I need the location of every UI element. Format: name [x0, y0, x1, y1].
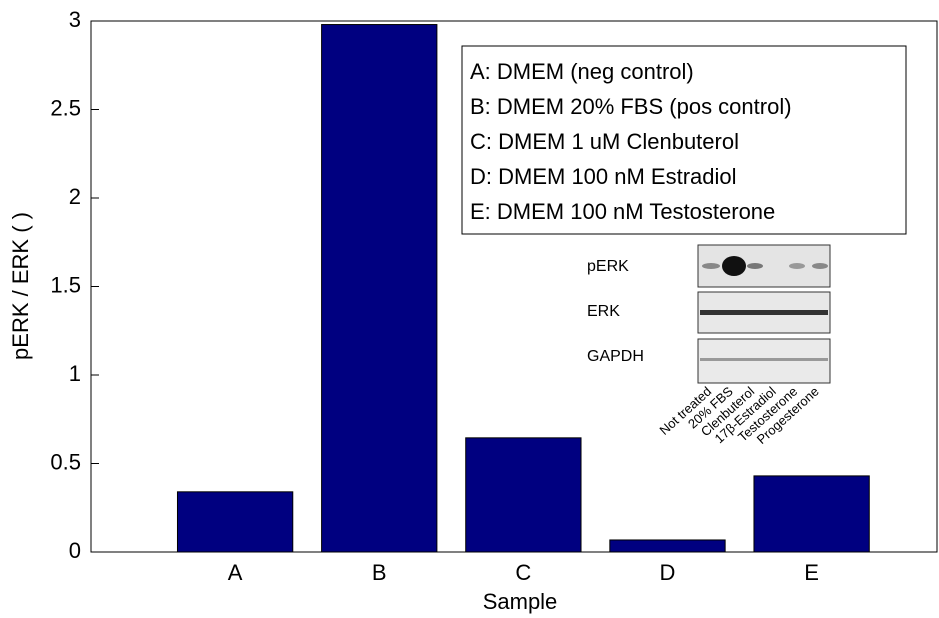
blot-band — [789, 263, 805, 269]
blot-band — [812, 263, 828, 269]
blot-band — [702, 263, 720, 269]
y-axis-label: pERK / ERK ( ) — [8, 212, 33, 360]
legend-entry: E: DMEM 100 nM Testosterone — [470, 199, 775, 224]
y-tick-label: 0 — [69, 538, 81, 563]
x-axis-label: Sample — [483, 589, 558, 614]
bar — [610, 540, 725, 552]
y-tick-label: 1.5 — [50, 272, 81, 297]
chart: Sample pERK / ERK ( ) 0 0.5 1 1.5 2 2.5 3 A B C D E… — [0, 0, 939, 618]
y-tick-label: 3 — [69, 7, 81, 32]
bar — [322, 25, 437, 552]
legend-entry: A: DMEM (neg control) — [470, 59, 694, 84]
y-tick-label: 1 — [69, 361, 81, 386]
y-tick-label: 0.5 — [50, 449, 81, 474]
legend-entry: C: DMEM 1 uM Clenbuterol — [470, 129, 739, 154]
legend-entry: D: DMEM 100 nM Estradiol — [470, 164, 737, 189]
x-tick-label: E — [804, 560, 819, 585]
blot-band — [747, 263, 763, 269]
bar — [177, 492, 292, 552]
bar — [754, 476, 869, 552]
blot-band — [700, 310, 828, 315]
blot-inset — [698, 245, 830, 383]
bar — [466, 438, 581, 552]
blot-band — [722, 256, 746, 276]
blot-row-label: pERK — [587, 258, 629, 275]
y-tick-label: 2.5 — [50, 95, 81, 120]
blot-band — [700, 358, 828, 361]
blot-row-label: GAPDH — [587, 348, 644, 365]
x-tick-label: D — [660, 560, 676, 585]
legend-entry: B: DMEM 20% FBS (pos control) — [470, 94, 792, 119]
y-tick-label: 2 — [69, 184, 81, 209]
blot-row-label: ERK — [587, 303, 620, 320]
x-tick-label: A — [228, 560, 243, 585]
x-tick-label: B — [372, 560, 387, 585]
x-tick-label: C — [515, 560, 531, 585]
